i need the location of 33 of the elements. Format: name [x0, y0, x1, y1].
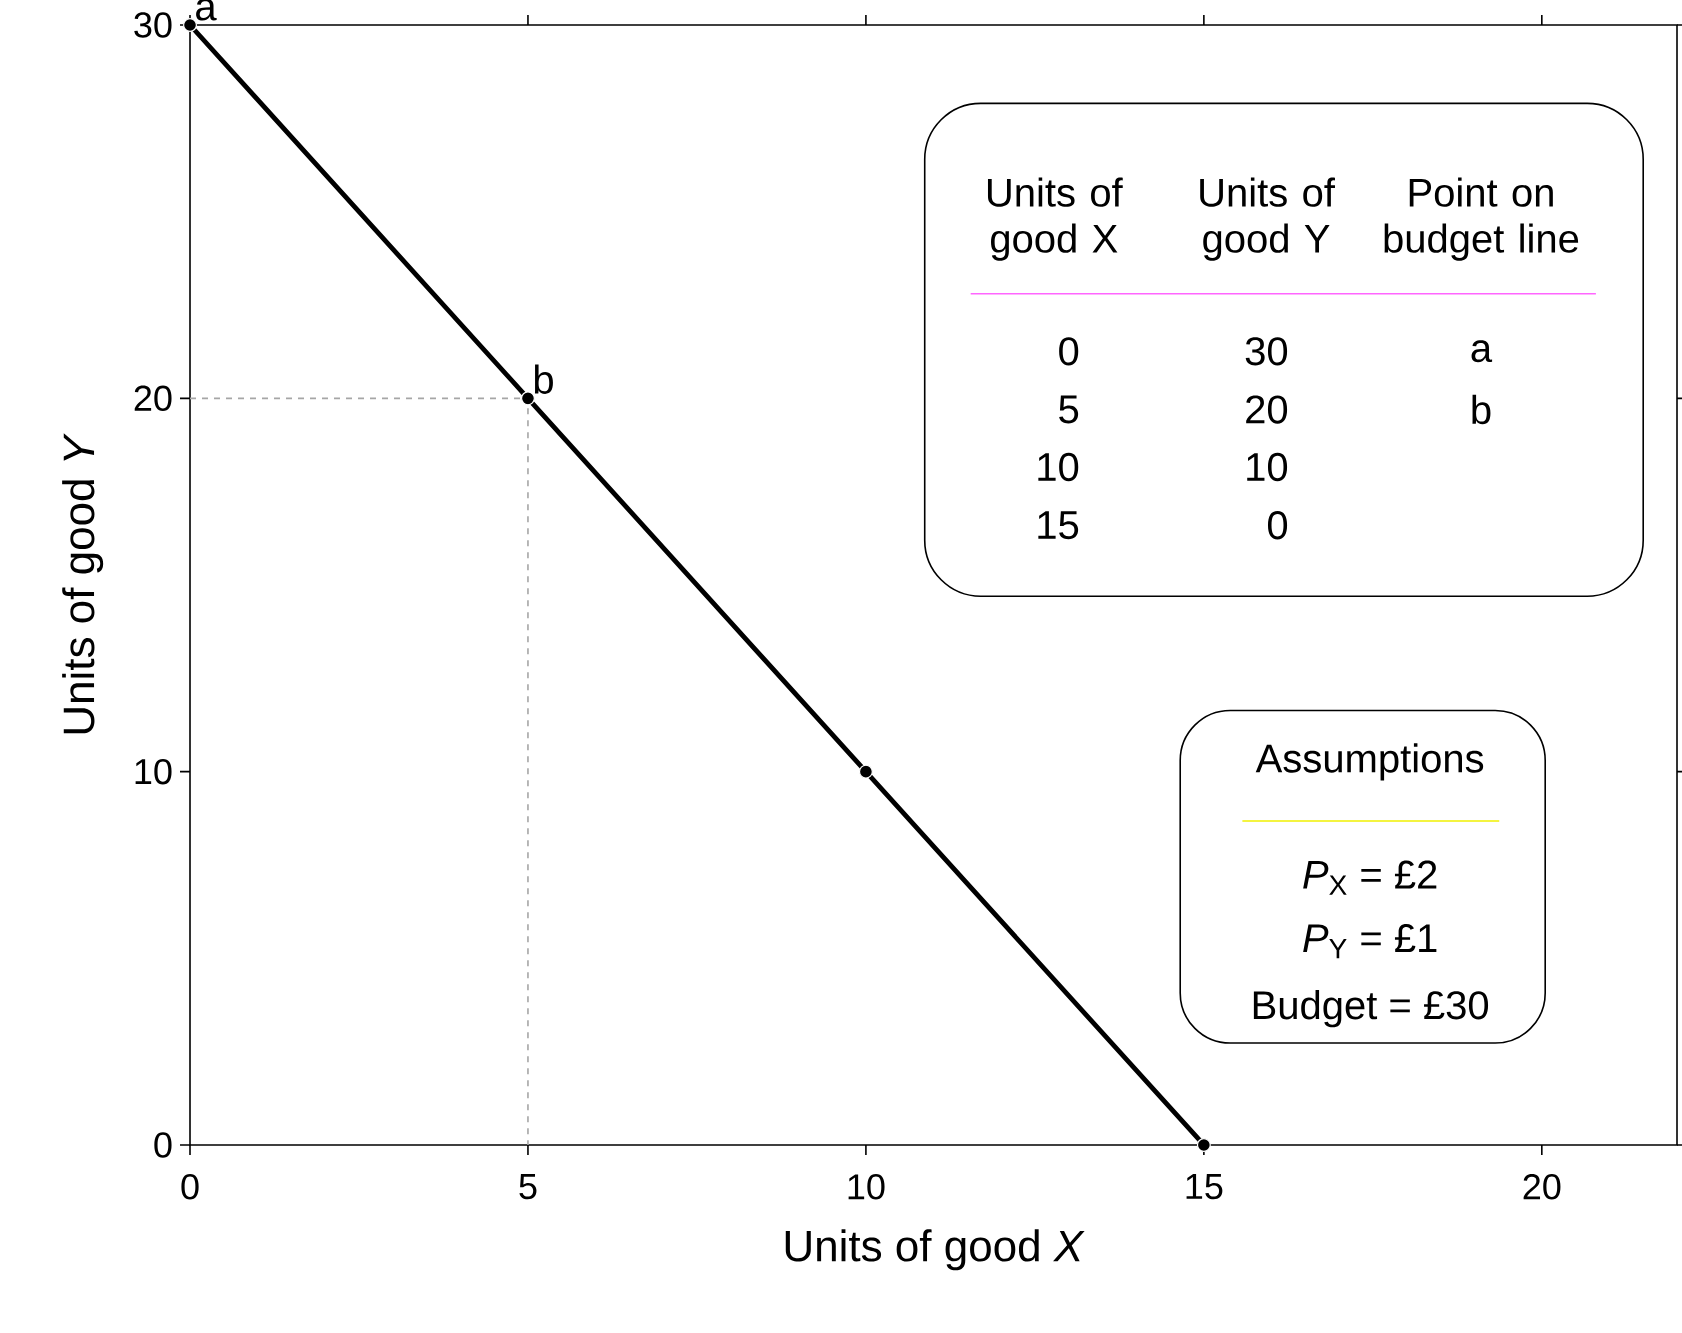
point: [858, 764, 873, 779]
annotation: 0: [1267, 511, 1288, 540]
y-tick-label: 20: [134, 385, 172, 412]
x-tick-label: 0: [181, 1174, 199, 1200]
annotation: 10: [1038, 452, 1079, 482]
annotation: Point on budget line: [1384, 177, 1579, 261]
y-tick-label: 0: [154, 1132, 172, 1158]
annotation: P$_{X}$ = £2: [1303, 860, 1437, 895]
annotation: 0: [1059, 337, 1079, 366]
y-tick-label: 10: [135, 758, 172, 785]
annotation: b: [534, 364, 553, 394]
x-tick-label: 20: [1523, 1174, 1561, 1200]
annotation: 5: [1059, 395, 1079, 424]
y-tick-label: 30: [134, 12, 172, 38]
x-tick-label: 10: [848, 1174, 885, 1200]
y-axis-title: Units of good Y: [62, 433, 104, 734]
point: [1196, 1137, 1211, 1152]
annotation: 10: [1247, 452, 1288, 482]
annotation: Units of good X: [987, 177, 1123, 261]
x-tick-label: 15: [1186, 1174, 1223, 1200]
annotation: b: [1472, 394, 1491, 425]
x-axis-title: Units of good X: [785, 1229, 1085, 1271]
annotation: P$_{Y}$ = £1: [1303, 924, 1437, 959]
annotation: Budget = £30: [1253, 990, 1489, 1028]
point: [520, 391, 535, 406]
x-tick-label: 5: [519, 1174, 537, 1200]
annotation: 30: [1245, 337, 1288, 366]
annotation: Units of good Y: [1200, 177, 1335, 261]
annotation: 20: [1246, 395, 1288, 424]
annotation: Assumptions: [1255, 743, 1484, 781]
annotation: a: [1471, 340, 1493, 363]
point: [183, 17, 198, 32]
annotation: 15: [1038, 511, 1079, 540]
